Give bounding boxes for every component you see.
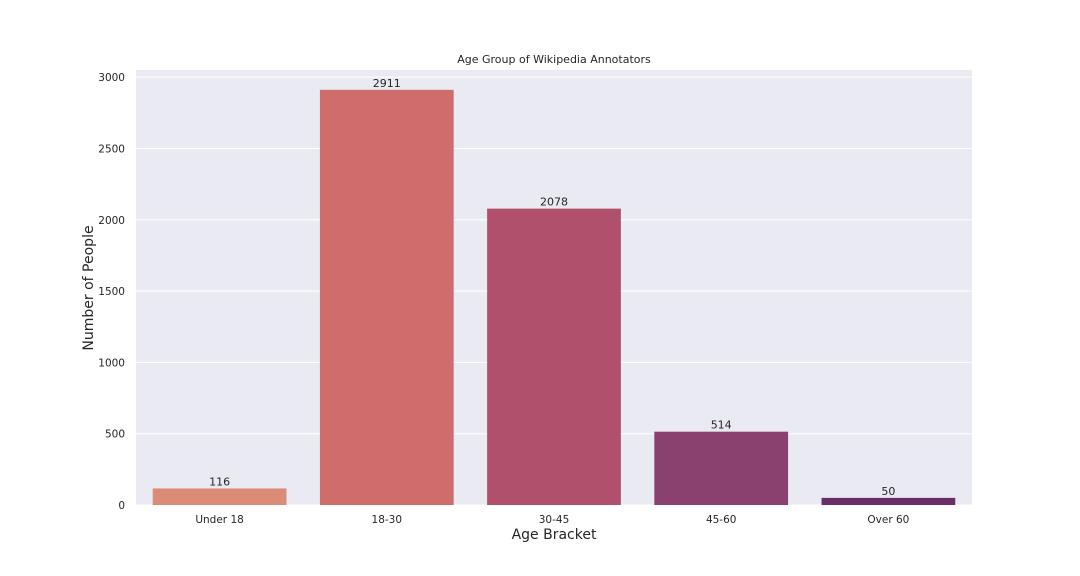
bar: [487, 208, 621, 505]
y-tick-label: 0: [118, 500, 125, 512]
y-axis-ticks: 0 500 1000 1500 2000 2500 3000: [98, 72, 125, 512]
x-tick-label: 45-60: [706, 514, 737, 526]
x-axis-ticks: Under 18 18-30 30-45 45-60 Over 60: [195, 514, 909, 526]
x-tick-label: 30-45: [539, 514, 570, 526]
data-label: 514: [711, 419, 732, 432]
data-label: 2911: [373, 77, 401, 90]
bar: [152, 488, 287, 505]
x-tick-label: Under 18: [195, 514, 243, 526]
data-labels: 116 2911 2078 514 50: [209, 77, 895, 498]
y-axis-label: Number of People: [81, 225, 97, 350]
bar: [821, 497, 956, 505]
data-label: 2078: [540, 196, 568, 209]
x-tick-label: 18-30: [372, 514, 403, 526]
bar: [654, 431, 789, 505]
x-tick-label: Over 60: [867, 514, 909, 526]
data-label: 50: [881, 485, 895, 498]
y-tick-label: 2000: [98, 215, 125, 227]
bar: [319, 89, 454, 506]
bars: [152, 89, 956, 506]
y-tick-label: 500: [105, 429, 125, 441]
chart-title: Age Group of Wikipedia Annotators: [457, 53, 651, 66]
data-label: 116: [209, 475, 230, 488]
y-tick-label: 1500: [98, 286, 125, 298]
y-tick-label: 1000: [98, 357, 125, 369]
y-tick-label: 2500: [98, 143, 125, 155]
x-axis-label: Age Bracket: [512, 527, 597, 543]
y-tick-label: 3000: [98, 72, 125, 84]
